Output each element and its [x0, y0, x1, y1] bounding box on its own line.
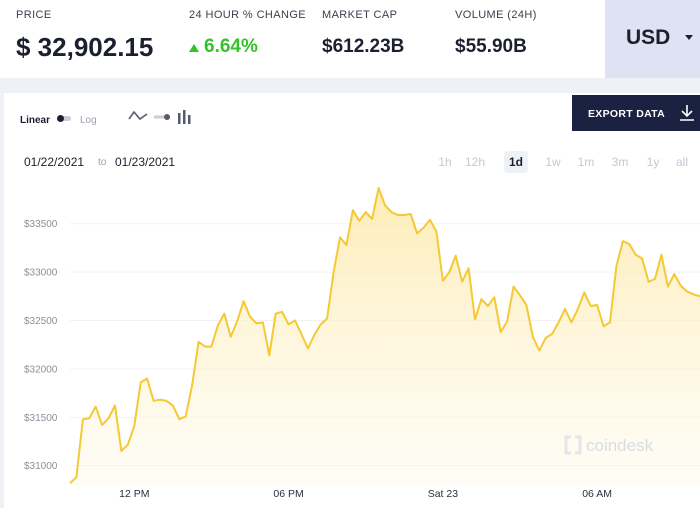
scatter-chart-icon[interactable] — [153, 109, 174, 128]
y-tick-label: $32500 — [24, 316, 58, 327]
date-to-separator: to — [98, 157, 107, 168]
download-icon — [679, 104, 695, 127]
period-option-1d[interactable]: 1d — [504, 151, 528, 173]
period-option-1m[interactable]: 1m — [577, 155, 595, 169]
stats-bar: PRICE $ 32,902.15 24 HOUR % CHANGE 6.64%… — [0, 0, 700, 78]
market-cap-value: $612.23B — [322, 36, 405, 57]
date-range-row: 01/22/2021 to 01/23/2021 1h 12h 1d 1w 1m 3m 1y… — [4, 151, 700, 175]
watermark-text: coindesk — [586, 436, 654, 455]
market-cap-label: MARKET CAP — [322, 9, 398, 21]
trend-up-icon — [189, 44, 199, 52]
period-option-1h[interactable]: 1h — [438, 155, 452, 169]
change-percent: 6.64% — [204, 36, 258, 57]
price-area — [70, 187, 700, 485]
period-option-3m[interactable]: 3m — [611, 155, 629, 169]
volume-value: $55.90B — [455, 36, 527, 57]
scale-log-option[interactable]: Log — [80, 115, 97, 126]
period-option-1w[interactable]: 1w — [545, 155, 561, 169]
price-chart: $31000 $31500 $32000 $32500 $33000 $33500 12 … — [24, 186, 700, 500]
date-from[interactable]: 01/22/2021 — [24, 155, 85, 169]
period-option-1y[interactable]: 1y — [646, 155, 660, 169]
date-to[interactable]: 01/23/2021 — [115, 155, 176, 169]
x-tick-label: Sat 23 — [428, 488, 459, 500]
y-tick-label: $31000 — [24, 461, 58, 472]
chart-panel: $31000 $31500 $32000 $32500 $33000 $33500 12 … — [4, 93, 700, 508]
period-option-12h[interactable]: 12h — [464, 155, 486, 169]
y-tick-label: $32000 — [24, 364, 58, 375]
price-line — [69, 186, 700, 484]
export-data-label: EXPORT DATA — [588, 108, 665, 120]
export-data-button[interactable]: EXPORT DATA — [572, 95, 700, 131]
y-tick-label: $31500 — [24, 413, 58, 424]
x-tick-label: 06 AM — [582, 488, 612, 500]
watermark: coindesk — [564, 435, 654, 455]
period-option-all[interactable]: all — [675, 155, 688, 169]
coindesk-logo-icon — [564, 435, 582, 455]
currency-label: USD — [626, 26, 671, 49]
currency-select[interactable]: USD — [605, 0, 700, 78]
line-chart-icon[interactable] — [128, 109, 148, 128]
price-label: PRICE — [16, 9, 52, 21]
y-tick-label: $33000 — [24, 268, 58, 279]
y-tick-label: $33500 — [24, 219, 58, 230]
change-value: 6.64% — [189, 36, 258, 58]
x-tick-label: 06 PM — [273, 488, 303, 500]
volume-label: VOLUME (24H) — [455, 9, 537, 21]
scale-linear-option[interactable]: Linear — [20, 115, 51, 126]
scale-toggle[interactable] — [57, 115, 71, 122]
x-tick-label: 12 PM — [119, 488, 149, 500]
toggle-knob — [57, 115, 64, 122]
chevron-down-icon — [685, 35, 693, 40]
price-value: $ 32,902.15 — [16, 32, 154, 62]
bar-chart-icon[interactable] — [177, 109, 193, 130]
chart-toolbar: Linear Log EXPORT DATA — [4, 93, 700, 143]
change-label: 24 HOUR % CHANGE — [189, 9, 307, 21]
